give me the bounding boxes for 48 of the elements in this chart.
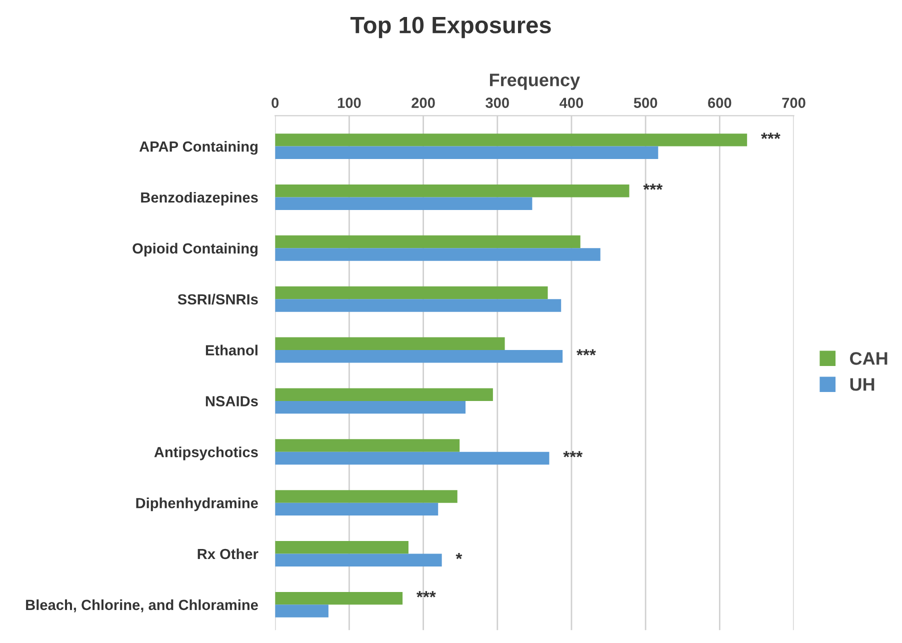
y-tick-label: NSAIDs bbox=[206, 396, 258, 406]
x-tick-label: 600 bbox=[708, 98, 732, 108]
bar bbox=[275, 134, 748, 146]
legend-label: UH bbox=[850, 378, 874, 391]
bar bbox=[275, 490, 458, 503]
y-tick-label: APAP Containing bbox=[139, 141, 258, 155]
y-tick-label: Rx Other bbox=[198, 548, 258, 560]
y-tick-label: Benzodiazepines bbox=[141, 192, 258, 206]
y-tick-label: Opioid Containing bbox=[132, 242, 258, 257]
bar bbox=[275, 146, 658, 160]
y-tick-label: SSRI/SNRIs bbox=[178, 294, 258, 305]
annotation: *** bbox=[643, 184, 663, 190]
bar bbox=[275, 286, 548, 300]
bar bbox=[275, 197, 532, 210]
bar bbox=[275, 299, 562, 312]
bar bbox=[275, 388, 493, 401]
annotation: *** bbox=[761, 132, 780, 139]
x-tick-label: 0 bbox=[272, 98, 279, 108]
x-tick-label: 200 bbox=[412, 98, 435, 108]
annotation: *** bbox=[576, 349, 596, 356]
bar bbox=[275, 502, 438, 516]
chart-title: Top 10 Exposures bbox=[350, 16, 551, 38]
annotation: *** bbox=[416, 591, 436, 598]
annotation: *** bbox=[563, 451, 583, 458]
bar bbox=[275, 184, 630, 198]
bar bbox=[275, 541, 408, 554]
x-tick-label: 100 bbox=[338, 98, 361, 108]
bar bbox=[275, 592, 403, 605]
x-tick-label: 400 bbox=[560, 98, 584, 108]
x-tick-label: 700 bbox=[782, 98, 806, 108]
y-tick-label: Bleach, Chlorine, and Chloramine bbox=[26, 599, 258, 612]
y-tick-label: Antipsychotics bbox=[154, 446, 258, 460]
bar bbox=[275, 350, 563, 363]
x-tick-label: 500 bbox=[634, 98, 658, 108]
bar bbox=[275, 604, 328, 618]
annotation: * bbox=[456, 552, 462, 560]
bar bbox=[275, 235, 580, 248]
bar bbox=[275, 452, 550, 465]
bar bbox=[275, 554, 442, 566]
legend-label: CAH bbox=[850, 352, 888, 365]
bar bbox=[275, 337, 505, 350]
x-axis-title: Frequency bbox=[490, 74, 580, 90]
bar bbox=[275, 248, 600, 261]
x-tick-label: 300 bbox=[486, 98, 509, 108]
bar bbox=[275, 400, 466, 414]
y-tick-label: Diphenhydramine bbox=[136, 498, 258, 512]
bar bbox=[275, 439, 460, 452]
y-tick-label: Ethanol bbox=[206, 344, 258, 356]
